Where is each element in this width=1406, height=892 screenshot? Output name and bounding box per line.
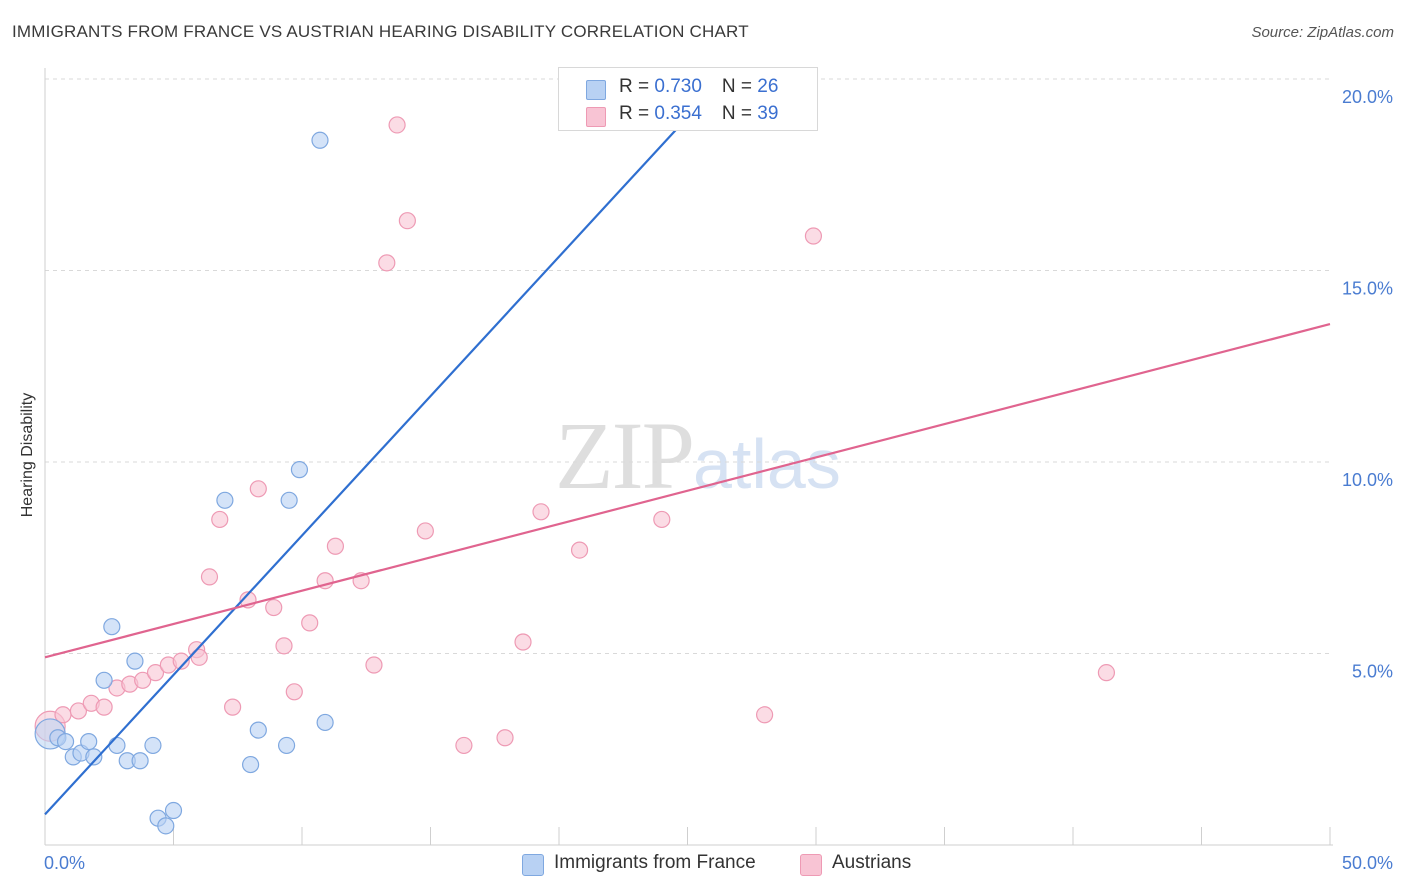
france-point — [164, 801, 183, 820]
austrians-point — [365, 656, 383, 674]
france-point — [103, 618, 121, 636]
france-point — [56, 732, 75, 751]
austrians-point — [388, 116, 406, 134]
trend-lines — [44, 116, 1331, 816]
austrians-point — [134, 671, 152, 689]
austrians-point — [416, 522, 434, 540]
chart-title: IMMIGRANTS FROM FRANCE VS AUSTRIAN HEARI… — [12, 22, 749, 41]
y-tick-label: 20.0% — [1342, 87, 1393, 107]
x-ticks — [44, 827, 1331, 845]
austrians-point — [326, 537, 345, 555]
france-point — [280, 491, 298, 509]
france-point — [95, 671, 113, 689]
austrians-point — [514, 633, 532, 651]
france-point — [85, 748, 103, 766]
legend-text-austrians: R = 0.354 N = 39 — [619, 103, 778, 125]
france-point — [144, 736, 162, 755]
austrians-point — [172, 652, 190, 670]
x-tick-label: 0.0% — [44, 853, 85, 873]
legend-label-austrians: Austrians — [832, 852, 912, 873]
austrians-point — [532, 503, 550, 521]
grid-lines — [45, 78, 1330, 654]
france-point — [157, 817, 175, 835]
correlation-legend: R = 0.730 N = 26 R = 0.354 N = 39 — [558, 67, 818, 131]
austrians-point — [224, 698, 242, 716]
austrians-point — [755, 706, 774, 724]
austrians-point — [211, 510, 229, 529]
n-label: N = — [721, 103, 758, 124]
austrians-point — [285, 683, 303, 701]
watermark-zip: ZIP — [555, 402, 695, 509]
watermark: ZIPatlas — [555, 400, 841, 511]
r-value: 0.354 — [654, 103, 702, 124]
austrians-point — [455, 736, 473, 755]
france-point — [216, 491, 234, 509]
austrians-point — [1097, 664, 1116, 682]
austrians-point — [653, 510, 671, 529]
france-trend-line — [44, 116, 689, 816]
austrians-point — [496, 729, 514, 747]
watermark-atlas: atlas — [693, 425, 841, 503]
austrians-point — [398, 212, 416, 230]
legend-label-france: Immigrants from France — [554, 852, 756, 873]
austrians-point — [69, 702, 88, 720]
y-tick-label: 5.0% — [1352, 662, 1393, 682]
france-point — [108, 736, 126, 755]
austrians-point — [570, 541, 589, 559]
france-point — [131, 752, 149, 770]
france-point — [277, 736, 296, 755]
y-tick-label: 15.0% — [1342, 279, 1393, 299]
france-point — [249, 721, 267, 739]
austrians-point — [249, 480, 267, 498]
r-value: 0.730 — [654, 76, 702, 97]
france-point — [126, 652, 144, 670]
legend-text-france: R = 0.730 N = 26 — [619, 76, 778, 98]
austrians-point — [378, 254, 396, 272]
source-credit: Source: ZipAtlas.com — [1251, 24, 1394, 41]
r-label: R = — [619, 103, 655, 124]
france-point — [242, 755, 260, 774]
austrians-point — [265, 598, 283, 617]
austrians-point — [146, 664, 165, 682]
austrians-point — [200, 568, 219, 586]
france-point — [290, 461, 309, 479]
france-point — [316, 713, 334, 732]
austrians-trend-line — [44, 323, 1331, 659]
n-value: 39 — [757, 103, 779, 124]
austrians-point — [804, 227, 823, 245]
n-label: N = — [721, 76, 758, 97]
france-point — [311, 131, 329, 149]
axes — [44, 68, 1333, 846]
legend-swatch-austrians — [800, 854, 822, 876]
series-legend: Immigrants from France Austrians — [0, 852, 1406, 878]
y-tick-label: 10.0% — [1342, 470, 1393, 490]
legend-swatch-france — [586, 80, 606, 100]
x-tick-labels: 0.0% 50.0% — [44, 853, 1393, 873]
x-tick-label: 50.0% — [1342, 853, 1393, 873]
legend-swatch-austrians — [586, 107, 606, 127]
france-point — [80, 732, 98, 751]
n-value: 26 — [757, 76, 779, 97]
data-points — [34, 78, 1116, 835]
legend-swatch-france — [522, 854, 544, 876]
austrians-point — [301, 614, 319, 632]
austrians-point — [275, 637, 293, 655]
r-label: R = — [619, 76, 655, 97]
y-tick-labels: 5.0% 10.0% 15.0% 20.0% — [1342, 87, 1393, 682]
austrians-point — [95, 698, 113, 716]
